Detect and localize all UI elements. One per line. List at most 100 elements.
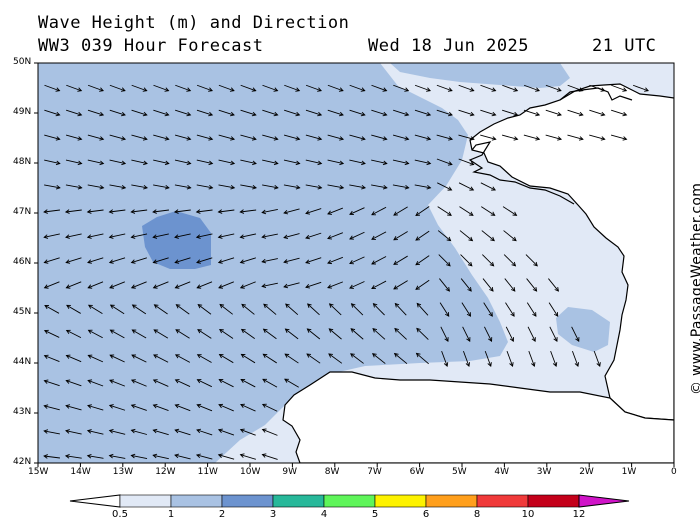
direction-arrow (414, 184, 432, 190)
direction-arrow (88, 479, 104, 483)
direction-arrow (589, 134, 606, 141)
direction-arrow (545, 109, 562, 117)
direction-arrow (393, 352, 408, 365)
lon-label: 8W (324, 467, 340, 477)
direction-arrow (261, 233, 278, 239)
direction-arrow (262, 328, 277, 340)
direction-arrow (349, 109, 366, 117)
direction-arrow (87, 109, 105, 117)
direction-arrow (196, 403, 213, 412)
wave-zone-medium-inner (390, 63, 570, 88)
direction-arrow (153, 109, 170, 117)
direction-arrow (175, 329, 190, 339)
direction-arrow (349, 256, 365, 265)
lon-label: 9W (282, 467, 298, 477)
direction-arrow (482, 254, 495, 267)
wave-direction-arrows (43, 84, 650, 484)
direction-arrow (505, 326, 514, 342)
direction-arrow (197, 329, 212, 339)
lat-label: 48N (13, 157, 32, 167)
direction-arrow (328, 303, 342, 316)
lon-label: 12W (155, 467, 176, 477)
direction-arrow (152, 281, 169, 289)
direction-arrow (283, 233, 300, 240)
direction-arrow (460, 254, 473, 267)
direction-arrow (175, 84, 192, 92)
direction-arrow (461, 302, 472, 317)
direction-arrow (131, 134, 148, 141)
direction-arrow (262, 353, 277, 364)
direction-arrow (305, 84, 323, 92)
direction-arrow (219, 479, 235, 484)
direction-arrow (526, 278, 538, 292)
direction-arrow (306, 353, 321, 364)
direction-arrow (197, 479, 213, 483)
legend-label: 8 (473, 509, 481, 520)
direction-arrow (458, 134, 475, 141)
direction-arrow (217, 209, 235, 214)
direction-arrow (196, 354, 212, 363)
direction-arrow (371, 280, 387, 290)
direction-arrow (458, 158, 475, 166)
direction-arrow (174, 184, 192, 190)
direction-arrow (261, 453, 278, 460)
direction-arrow (611, 84, 628, 92)
direction-arrow (567, 84, 584, 92)
direction-arrow (415, 279, 430, 290)
lon-label: 2W (579, 467, 594, 477)
direction-arrow (44, 305, 60, 314)
direction-arrow (87, 354, 104, 363)
direction-arrow (239, 428, 256, 436)
direction-arrow (240, 378, 256, 388)
direction-arrow (480, 182, 496, 191)
direction-arrow (436, 134, 454, 141)
wave-zone-dark (142, 211, 211, 269)
direction-arrow (305, 208, 322, 215)
direction-arrow (175, 479, 191, 483)
direction-arrow (43, 233, 60, 239)
lon-label: 13W (112, 467, 134, 477)
direction-arrow (437, 206, 452, 216)
direction-arrow (174, 453, 191, 460)
direction-arrow (349, 134, 366, 141)
direction-arrow (285, 303, 299, 316)
direction-arrow (65, 329, 82, 338)
direction-arrow (305, 257, 322, 264)
direction-arrow (196, 84, 214, 92)
direction-arrow (240, 353, 256, 364)
direction-arrow (152, 404, 169, 411)
direction-arrow (571, 350, 580, 367)
legend-label: 4 (320, 509, 328, 520)
legend-label: 3 (269, 509, 277, 520)
direction-arrow (371, 231, 387, 240)
direction-arrow (437, 182, 453, 191)
direction-arrow (305, 184, 323, 190)
direction-arrow (218, 184, 236, 190)
direction-arrow (131, 109, 148, 117)
direction-arrow (239, 233, 257, 239)
direction-arrow (217, 453, 235, 460)
legend-right-triangle (578, 494, 630, 508)
direction-arrow (327, 109, 344, 117)
direction-arrow (131, 84, 148, 92)
direction-arrow (87, 159, 105, 166)
direction-arrow (459, 206, 474, 216)
direction-arrow (328, 328, 342, 340)
direction-arrow (261, 428, 278, 436)
direction-arrow (43, 209, 60, 214)
direction-arrow (196, 159, 214, 166)
direction-arrow (218, 281, 234, 289)
direction-arrow (501, 134, 519, 141)
direction-arrow (371, 353, 386, 364)
direction-arrow (218, 379, 234, 388)
direction-arrow (44, 109, 61, 117)
direction-arrow (130, 428, 148, 435)
legend-swatch (323, 494, 376, 508)
direction-arrow (481, 230, 495, 242)
direction-arrow (441, 350, 449, 367)
legend-swatch (221, 494, 274, 508)
direction-arrow (153, 354, 169, 363)
direction-arrow (439, 278, 451, 292)
direction-arrow (239, 209, 257, 214)
direction-arrow (548, 302, 559, 317)
